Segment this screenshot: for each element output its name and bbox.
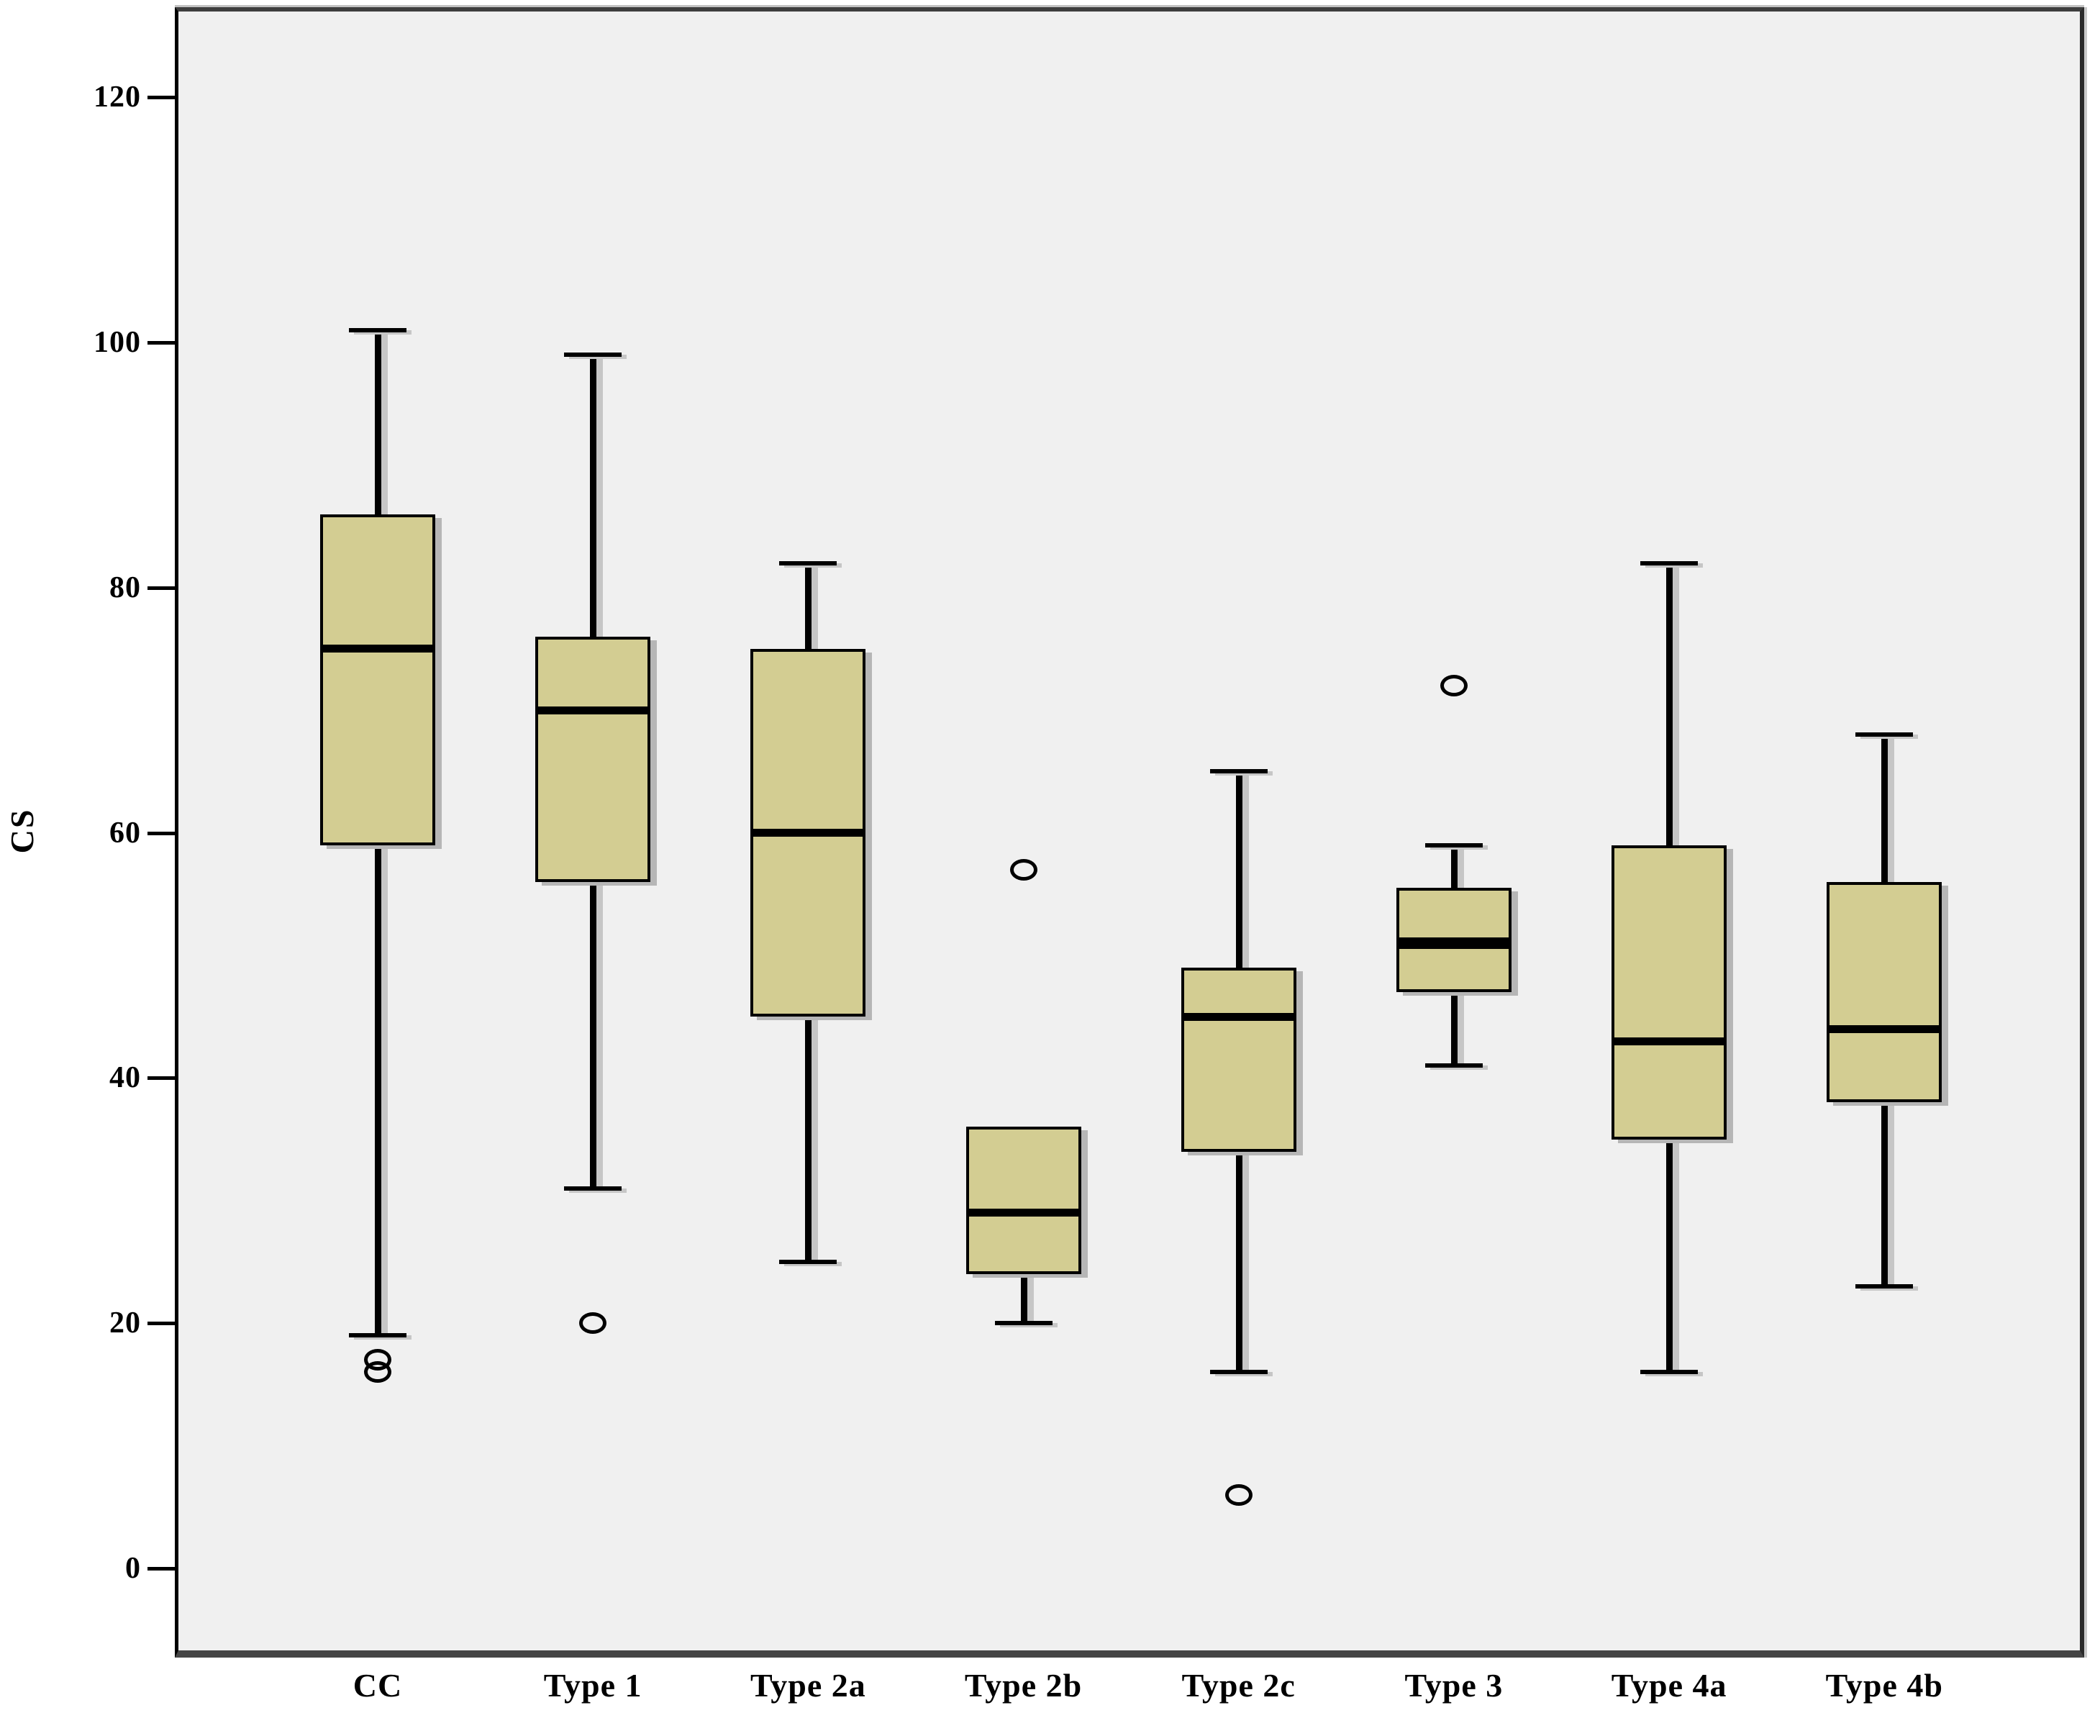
boxplot-group-type-4b: [1827, 12, 1942, 1650]
y-tick-mark: [147, 1322, 178, 1326]
lower-whisker-cap: [994, 1321, 1053, 1326]
plot-area: [178, 12, 2080, 1650]
x-category-label-cc: CC: [353, 1667, 403, 1704]
x-category-label-type-2b: Type 2b: [964, 1667, 1083, 1704]
boxplot-group-type-1: [535, 12, 651, 1650]
median-line: [322, 645, 433, 653]
lower-whisker-cap: [348, 1333, 406, 1338]
x-category-label-type-2c: Type 2c: [1181, 1667, 1296, 1704]
y-tick-label: 20: [109, 1306, 141, 1340]
upper-whisker-line: [1450, 845, 1458, 889]
y-tick-mark: [147, 1076, 178, 1081]
lower-whisker-line: [805, 1017, 812, 1262]
upper-whisker-line: [374, 330, 381, 514]
lower-whisker-cap: [1209, 1370, 1268, 1375]
lower-whisker-cap: [779, 1259, 837, 1264]
upper-whisker-cap: [1209, 769, 1268, 774]
upper-whisker-cap: [1424, 842, 1483, 847]
lower-whisker-line: [374, 845, 381, 1336]
upper-whisker-cap: [564, 353, 622, 358]
upper-whisker-line: [805, 563, 812, 649]
upper-whisker-cap: [348, 327, 406, 332]
median-line: [537, 706, 649, 714]
upper-whisker-cap: [779, 560, 837, 565]
boxplot-group-cc: [319, 12, 435, 1650]
y-tick-label: 0: [125, 1551, 141, 1585]
median-line: [1829, 1024, 1940, 1033]
y-tick-mark: [147, 341, 178, 345]
iqr-box: [535, 636, 651, 882]
lower-whisker-line: [1666, 1139, 1673, 1373]
iqr-box: [965, 1127, 1081, 1274]
x-category-label-type-2a: Type 2a: [750, 1667, 866, 1704]
boxplot-group-type-2c: [1181, 12, 1296, 1650]
x-category-label-type-3: Type 3: [1404, 1667, 1504, 1704]
boxplot-group-type-2a: [750, 12, 866, 1650]
y-tick-mark: [147, 96, 178, 100]
y-tick-mark: [147, 586, 178, 590]
y-tick-label: 100: [94, 326, 141, 360]
iqr-box: [1612, 845, 1727, 1140]
outlier-point: [1224, 1483, 1253, 1506]
outlier-point: [1009, 858, 1037, 881]
lower-whisker-line: [590, 881, 597, 1189]
x-category-label-type-1: Type 1: [543, 1667, 642, 1704]
y-tick-label: 80: [109, 571, 141, 604]
boxplot-group-type-2b: [965, 12, 1081, 1650]
upper-whisker-cap: [1855, 732, 1914, 737]
upper-whisker-line: [1666, 563, 1673, 845]
y-tick-label: 120: [94, 81, 141, 114]
lower-whisker-cap: [1424, 1063, 1483, 1068]
iqr-box: [319, 514, 435, 845]
boxplot-group-type-4a: [1612, 12, 1727, 1650]
y-tick-mark: [147, 1566, 178, 1571]
outlier-point: [1440, 675, 1468, 697]
iqr-box: [1181, 967, 1296, 1152]
y-tick-label: 40: [109, 1061, 141, 1095]
median-line: [753, 829, 864, 837]
y-tick-mark: [147, 831, 178, 835]
median-line: [1614, 1037, 1725, 1045]
plot-frame: [175, 7, 2084, 1658]
y-tick-label: 60: [109, 816, 141, 850]
boxplot-group-type-3: [1396, 12, 1512, 1650]
upper-whisker-line: [590, 355, 597, 637]
lower-whisker-cap: [564, 1186, 622, 1191]
x-category-label-type-4b: Type 4b: [1825, 1667, 1943, 1704]
lower-whisker-cap: [1640, 1370, 1699, 1375]
lower-whisker-line: [1235, 1151, 1242, 1373]
median-line: [968, 1209, 1079, 1217]
x-category-label-type-4a: Type 4a: [1611, 1667, 1727, 1704]
outlier-point: [363, 1361, 391, 1383]
median-line: [1398, 937, 1509, 949]
lower-whisker-cap: [1855, 1283, 1914, 1289]
lower-whisker-line: [1450, 992, 1458, 1066]
upper-whisker-line: [1881, 735, 1888, 882]
lower-whisker-line: [1881, 1102, 1888, 1286]
iqr-box: [1827, 881, 1942, 1103]
median-line: [1183, 1012, 1294, 1021]
outlier-point: [579, 1312, 607, 1335]
lower-whisker-line: [1020, 1273, 1027, 1324]
upper-whisker-cap: [1640, 560, 1699, 565]
upper-whisker-line: [1235, 771, 1242, 968]
